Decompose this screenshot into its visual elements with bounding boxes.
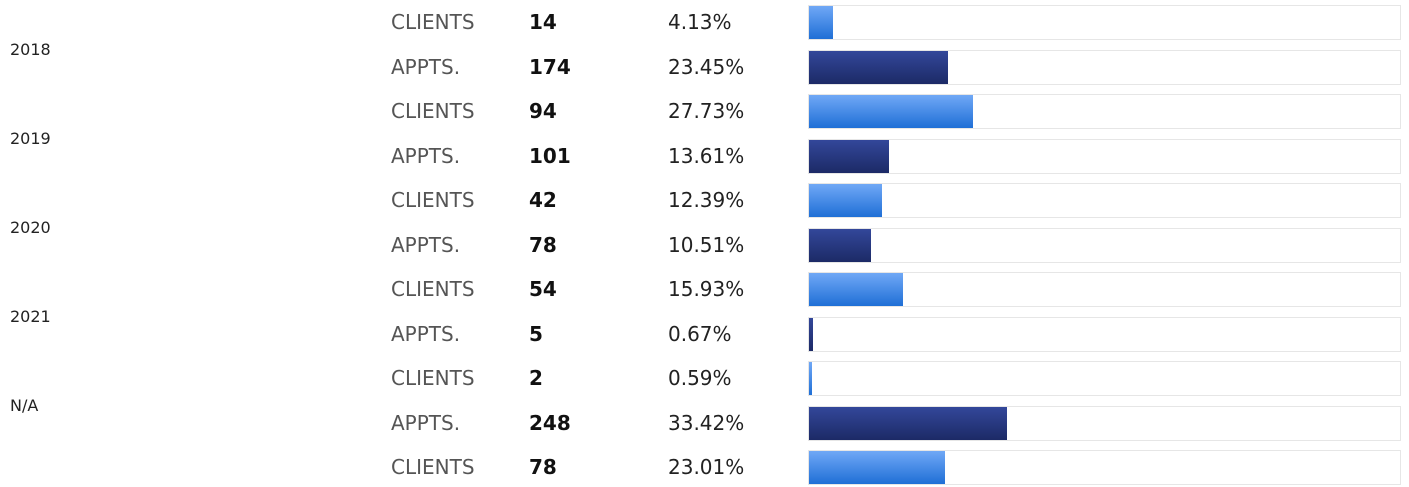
table-row: 2020 APPTS. 78 10.51% [0, 218, 1409, 268]
row-percent: 13.61% [668, 143, 745, 168]
row-type: APPTS. [391, 410, 461, 435]
row-count: 174 [529, 54, 571, 79]
bar [809, 273, 904, 306]
row-count: 248 [529, 410, 571, 435]
row-percent: 4.13% [668, 10, 732, 34]
row-percent: 10.51% [668, 232, 745, 257]
bar [809, 362, 813, 395]
table-row: CLIENTS 94 27.73% [0, 89, 1409, 134]
bar-track [808, 316, 1401, 352]
row-count: 14 [529, 10, 557, 34]
row-count: 78 [529, 232, 557, 257]
bar [809, 451, 945, 484]
table-row: CLIENTS 2 0.59% [0, 356, 1409, 401]
year-label: 2018 [10, 39, 51, 59]
bar [809, 406, 1007, 440]
bar-track [808, 227, 1401, 263]
bar [809, 50, 948, 84]
year-label: 2020 [10, 217, 51, 237]
row-type: CLIENTS [391, 99, 475, 123]
bar-track [808, 361, 1401, 396]
row-type: APPTS. [391, 232, 461, 257]
bar-track [808, 272, 1401, 307]
table-row: 2021 APPTS. 5 0.67% [0, 307, 1409, 357]
row-type: CLIENTS [391, 188, 475, 212]
row-percent: 12.39% [668, 188, 745, 212]
row-percent: 33.42% [668, 410, 745, 435]
row-percent: 0.67% [668, 321, 732, 346]
bar-track [808, 49, 1401, 85]
table-row: 2019 APPTS. 101 13.61% [0, 129, 1409, 179]
row-type: CLIENTS [391, 10, 475, 34]
row-percent: 27.73% [668, 99, 745, 123]
row-count: 54 [529, 277, 557, 301]
bar [809, 95, 973, 128]
row-percent: 23.01% [668, 455, 745, 479]
row-type: APPTS. [391, 143, 461, 168]
row-count: 2 [529, 366, 543, 390]
bar [809, 6, 834, 39]
bar [809, 139, 890, 173]
bar-track [808, 183, 1401, 218]
bar-track [808, 450, 1401, 485]
row-type: APPTS. [391, 321, 461, 346]
year-label: 2019 [10, 128, 51, 148]
year-label: N/A [10, 395, 39, 415]
row-percent: 23.45% [668, 54, 745, 79]
bar [809, 184, 883, 217]
row-count: 101 [529, 143, 571, 168]
table-row: CLIENTS 54 15.93% [0, 267, 1409, 312]
row-type: CLIENTS [391, 455, 475, 479]
bar [809, 228, 872, 262]
bar-track [808, 94, 1401, 129]
row-percent: 0.59% [668, 366, 732, 390]
table-row: CLIENTS 42 12.39% [0, 178, 1409, 223]
row-percent: 15.93% [668, 277, 745, 301]
row-count: 78 [529, 455, 557, 479]
year-label: 2021 [10, 306, 51, 326]
row-type: CLIENTS [391, 366, 475, 390]
row-type: CLIENTS [391, 277, 475, 301]
bar-track [808, 405, 1401, 441]
table-row: N/A APPTS. 248 33.42% [0, 396, 1409, 446]
bar [809, 317, 813, 351]
table-row: CLIENTS 14 4.13% [0, 0, 1409, 45]
row-type: APPTS. [391, 54, 461, 79]
row-count: 94 [529, 99, 557, 123]
table-row: 2018 APPTS. 174 23.45% [0, 40, 1409, 90]
row-count: 42 [529, 188, 557, 212]
bar-track [808, 5, 1401, 40]
bar-track [808, 138, 1401, 174]
table-row: CLIENTS 78 23.01% [0, 445, 1409, 487]
row-count: 5 [529, 321, 543, 346]
